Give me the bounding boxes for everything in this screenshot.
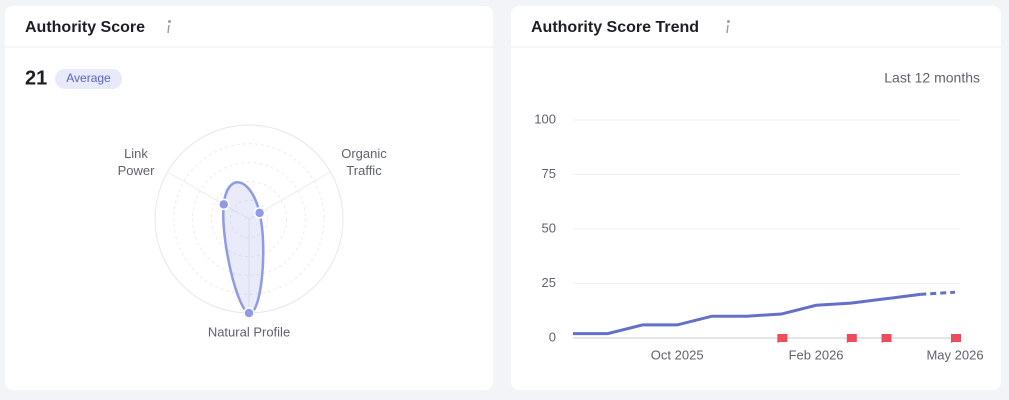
axis-label: Traffic bbox=[346, 163, 382, 178]
y-tick-label: 0 bbox=[549, 329, 556, 344]
radar-area bbox=[222, 181, 265, 315]
axis-label: Organic bbox=[341, 146, 387, 161]
radar-ring bbox=[210, 180, 288, 258]
y-tick-label: 75 bbox=[542, 166, 556, 181]
card bbox=[5, 6, 493, 390]
period: Last 12 months bbox=[884, 70, 980, 86]
event-flag bbox=[951, 334, 961, 343]
card bbox=[511, 6, 1001, 390]
axis-label: Link bbox=[124, 146, 148, 161]
info-icon[interactable] bbox=[167, 20, 171, 34]
info-icon[interactable] bbox=[726, 20, 731, 34]
radar-ring bbox=[229, 199, 269, 239]
event-flag bbox=[846, 334, 857, 343]
score: 21 bbox=[25, 67, 47, 89]
y-tick-label: 100 bbox=[534, 111, 556, 126]
x-tick-label: Feb 2026 bbox=[789, 347, 844, 362]
radar-spoke bbox=[167, 171, 250, 220]
event-flag bbox=[777, 334, 788, 343]
badge-label: Average bbox=[66, 71, 111, 85]
y-tick-label: 25 bbox=[542, 275, 556, 290]
projected-line bbox=[920, 290, 956, 296]
axis-label: Power bbox=[118, 163, 156, 178]
radar-point bbox=[253, 207, 266, 219]
card-title: Authority Score bbox=[25, 19, 145, 36]
radar-ring bbox=[173, 143, 325, 295]
card-title: Authority Score Trend bbox=[531, 19, 699, 36]
x-tick-label: May 2026 bbox=[926, 347, 983, 362]
x-tick-label: Oct 2025 bbox=[651, 347, 704, 362]
badge bbox=[55, 69, 122, 89]
y-tick-label: 50 bbox=[542, 220, 556, 235]
radar-point bbox=[243, 307, 255, 319]
axis-label: Natural Profile bbox=[208, 324, 290, 339]
radar-ring bbox=[192, 162, 306, 276]
trend-line bbox=[573, 292, 921, 336]
event-flag bbox=[881, 334, 892, 343]
radar-point bbox=[218, 198, 230, 211]
